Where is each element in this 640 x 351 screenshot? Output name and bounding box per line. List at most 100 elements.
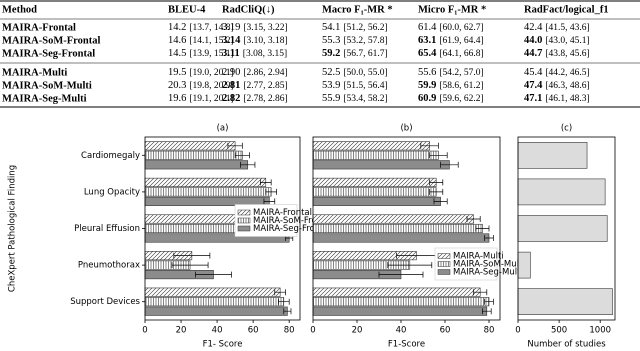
x-tick-label: 80 <box>284 326 295 336</box>
error-bar <box>240 161 256 168</box>
error-bar <box>429 188 444 195</box>
chart-title: (c) <box>561 124 572 134</box>
cell-ci: [14.1, 15.2] <box>189 36 233 46</box>
x-tick-label: 40 <box>396 326 407 336</box>
cell-value: 55.9 <box>322 93 340 104</box>
cell-ci: [19.1, 20.1] <box>189 94 233 104</box>
x-tick-label: 1000 <box>589 326 611 336</box>
bar <box>312 177 437 187</box>
cell-ci: [53.4, 58.2] <box>343 94 387 104</box>
table-cell: 14.2 [13.7, 14.8] <box>168 22 234 33</box>
cell-ci: [19.8, 20.9] <box>189 81 233 91</box>
bar <box>312 187 437 197</box>
error-bar <box>429 179 444 186</box>
cell-value: 55.3 <box>322 35 340 46</box>
x-tick-label: 0 <box>310 326 315 336</box>
bar <box>312 306 488 316</box>
cell-value: 55.6 <box>418 67 436 78</box>
cell-value: 59.2 <box>322 48 340 59</box>
plot-frame <box>517 136 616 321</box>
cell-ci: [51.5, 56.4] <box>343 81 387 91</box>
bar <box>144 297 285 307</box>
error-bar <box>484 235 494 241</box>
cell-value: 60.9 <box>418 93 436 104</box>
cell-ci: [50.0, 55.0] <box>343 68 387 78</box>
error-bar <box>173 252 211 259</box>
cell-value: 14.6 <box>168 35 186 46</box>
cell-ci: [61.9, 64.4] <box>439 36 483 46</box>
cell-value: 2.90 <box>222 67 240 78</box>
legend-swatch <box>237 217 251 224</box>
table-cell: 63.1 [61.9, 64.4] <box>418 35 484 46</box>
legend-swatch <box>437 269 451 275</box>
bar <box>312 223 483 234</box>
table-cell: 20.3 [19.8, 20.9] <box>168 80 234 91</box>
table-cell: 59.2 [56.7, 61.7] <box>322 48 388 59</box>
cell-ci: [43.0, 45.1] <box>545 36 589 46</box>
y-tick-label: Pleural Effusion <box>74 224 140 234</box>
cell-ci: [51.2, 56.2] <box>343 23 387 33</box>
error-bar <box>274 289 286 296</box>
error-bar <box>433 198 448 205</box>
error-bar <box>195 271 232 278</box>
plot-frame <box>312 136 501 321</box>
y-tick-label: Support Devices <box>70 297 140 307</box>
legend-label: MAIRA-SoM-Frontal <box>253 216 333 226</box>
bar <box>144 306 288 316</box>
x-tick-label: 0 <box>142 326 147 336</box>
table-cell: 42.4 [41.5, 43.6] <box>524 22 590 33</box>
legend-label: MAIRA-Frontal <box>253 208 312 218</box>
error-bar <box>263 198 276 205</box>
legend-swatch <box>237 225 251 232</box>
cell-ci: [41.5, 43.6] <box>545 23 589 33</box>
x-axis-label: F1-Score <box>388 340 425 350</box>
table-cell: 55.3 [53.2, 57.8] <box>322 35 388 46</box>
legend-label: MAIRA-Multi <box>453 252 504 262</box>
table-cell: 2.90 [2.86, 2.94] <box>222 67 288 78</box>
cell-value: 19.6 <box>168 93 186 104</box>
cell-value: 47.1 <box>524 93 542 104</box>
table-cell: 59.9 [58.6, 61.2] <box>418 80 484 91</box>
column-header: RadCliQ(↓) <box>222 4 275 15</box>
x-axis-label: Number of studies <box>527 340 606 350</box>
error-bar <box>482 308 492 315</box>
cell-value: 42.4 <box>524 22 543 33</box>
column-header: RadFact/logical_f1 <box>524 4 609 15</box>
cell-ci: [56.7, 61.7] <box>343 49 387 59</box>
cell-value: 19.5 <box>168 67 186 78</box>
legend-swatch <box>437 261 451 267</box>
table-cell: 52.5 [50.0, 55.0] <box>322 67 388 78</box>
cell-ci: [60.0, 62.7] <box>439 23 483 33</box>
method-name: MAIRA-Seg-Multi <box>2 93 87 104</box>
cell-value: 3.11 <box>222 48 240 59</box>
table-cell: 47.1 [46.1, 48.3] <box>524 93 590 104</box>
cell-ci: [54.2, 57.0] <box>439 68 483 78</box>
error-bar <box>420 142 439 149</box>
x-tick-label: 0 <box>515 326 520 336</box>
column-header: Method <box>2 4 37 15</box>
table-cell: 3.19 [3.15, 3.22] <box>222 22 288 33</box>
x-tick-label: 60 <box>248 326 259 336</box>
cell-ci: [44.2, 46.5] <box>545 68 589 78</box>
x-tick-label: 20 <box>176 326 187 336</box>
x-tick-label: 80 <box>484 326 495 336</box>
table-cell: 53.9 [51.5, 56.4] <box>322 80 388 91</box>
x-tick-label: 500 <box>551 326 567 336</box>
y-tick-label: Cardiomegaly <box>81 151 140 161</box>
cell-value: 44.0 <box>524 35 542 46</box>
error-bar <box>171 262 209 269</box>
error-bar <box>378 271 424 278</box>
table-cell: 14.6 [14.1, 15.2] <box>168 35 234 46</box>
bar <box>312 196 441 206</box>
bar <box>517 288 613 316</box>
cell-ci: [46.1, 48.3] <box>545 94 589 104</box>
error-bar <box>473 289 488 296</box>
error-bar <box>283 308 292 315</box>
error-bar <box>278 298 290 305</box>
cell-value: 54.1 <box>322 22 340 33</box>
x-tick-label: 40 <box>212 326 223 336</box>
bar <box>312 150 439 160</box>
method-name: MAIRA-SoM-Frontal <box>2 35 100 46</box>
cell-value: 52.5 <box>322 67 340 78</box>
legend-label: MAIRA-SoM-Multi <box>453 260 525 270</box>
